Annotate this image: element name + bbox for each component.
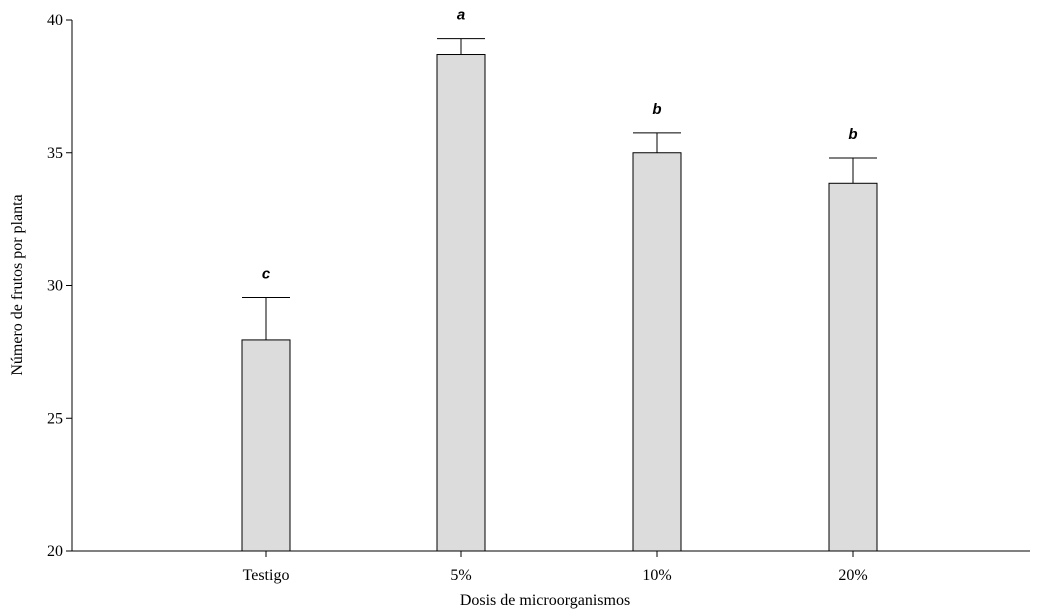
x-tick-label: 10% — [642, 567, 671, 584]
bar — [632, 152, 682, 552]
significance-label: b — [848, 126, 857, 143]
y-axis-title: Número de frutos por planta — [9, 194, 26, 375]
x-ticks: Testigo 5% 10% 20% — [243, 551, 868, 584]
significance-label: b — [652, 101, 661, 118]
y-tick-label: 30 — [47, 278, 63, 295]
axes — [71, 20, 1030, 552]
y-tick-label: 40 — [47, 12, 63, 29]
x-axis-title: Dosis de microorganismos — [460, 592, 630, 609]
x-tick-label: 5% — [450, 567, 471, 584]
y-ticks: 20 25 30 35 40 — [47, 12, 72, 560]
x-tick-label: Testigo — [243, 567, 290, 584]
y-tick-label: 25 — [47, 410, 63, 427]
bar — [436, 54, 486, 552]
y-tick-label: 35 — [47, 145, 63, 162]
x-tick-label: 20% — [838, 567, 867, 584]
bar — [241, 339, 291, 552]
bars: c a b b — [241, 7, 878, 552]
significance-label: a — [457, 7, 465, 24]
y-tick-label: 20 — [47, 543, 63, 560]
significance-label: c — [262, 265, 271, 282]
bar — [828, 182, 878, 552]
